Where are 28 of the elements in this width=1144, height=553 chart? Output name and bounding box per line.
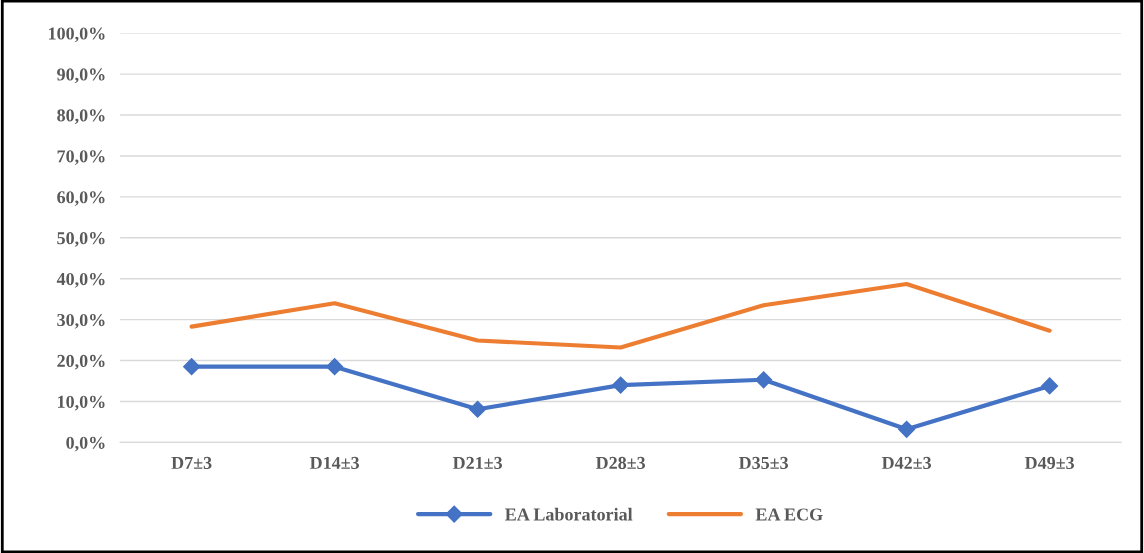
point	[898, 420, 916, 438]
y-tick-label: 50,0%	[57, 232, 105, 247]
x-tick-label: D28±3	[595, 456, 646, 469]
y-tick-label: 60,0%	[57, 191, 105, 206]
point	[1041, 377, 1059, 395]
point	[183, 358, 201, 376]
line-series	[189, 281, 1052, 350]
y-tick-label: 40,0%	[56, 272, 105, 288]
y-tick-label: 30,0%	[57, 313, 105, 329]
x-tick-label: D7±3	[171, 456, 212, 469]
point	[755, 371, 773, 389]
y-tick-label: 80,0%	[57, 109, 105, 125]
y-tick-label: 90,0%	[57, 68, 105, 84]
y-tick-label: 10,0%	[58, 395, 105, 411]
y-tick-label: 100,0%	[49, 27, 105, 43]
point	[612, 376, 630, 394]
x-tick-label: D14±3	[309, 456, 360, 469]
y-tick-label: 20,0%	[57, 354, 105, 370]
legend-label: EA ECG	[755, 508, 823, 521]
x-tick-label: D49±3	[1024, 456, 1075, 469]
y-tick-label: 0,0%	[66, 436, 105, 452]
point	[326, 358, 344, 376]
legend-label: EA Laboratorial	[505, 507, 633, 521]
y-tick-label: 70,0%	[57, 150, 105, 166]
x-tick-label: D35±3	[738, 456, 789, 469]
point	[469, 400, 487, 418]
x-tick-label: D42±3	[881, 456, 932, 469]
x-tick-label: D21±3	[452, 456, 503, 469]
